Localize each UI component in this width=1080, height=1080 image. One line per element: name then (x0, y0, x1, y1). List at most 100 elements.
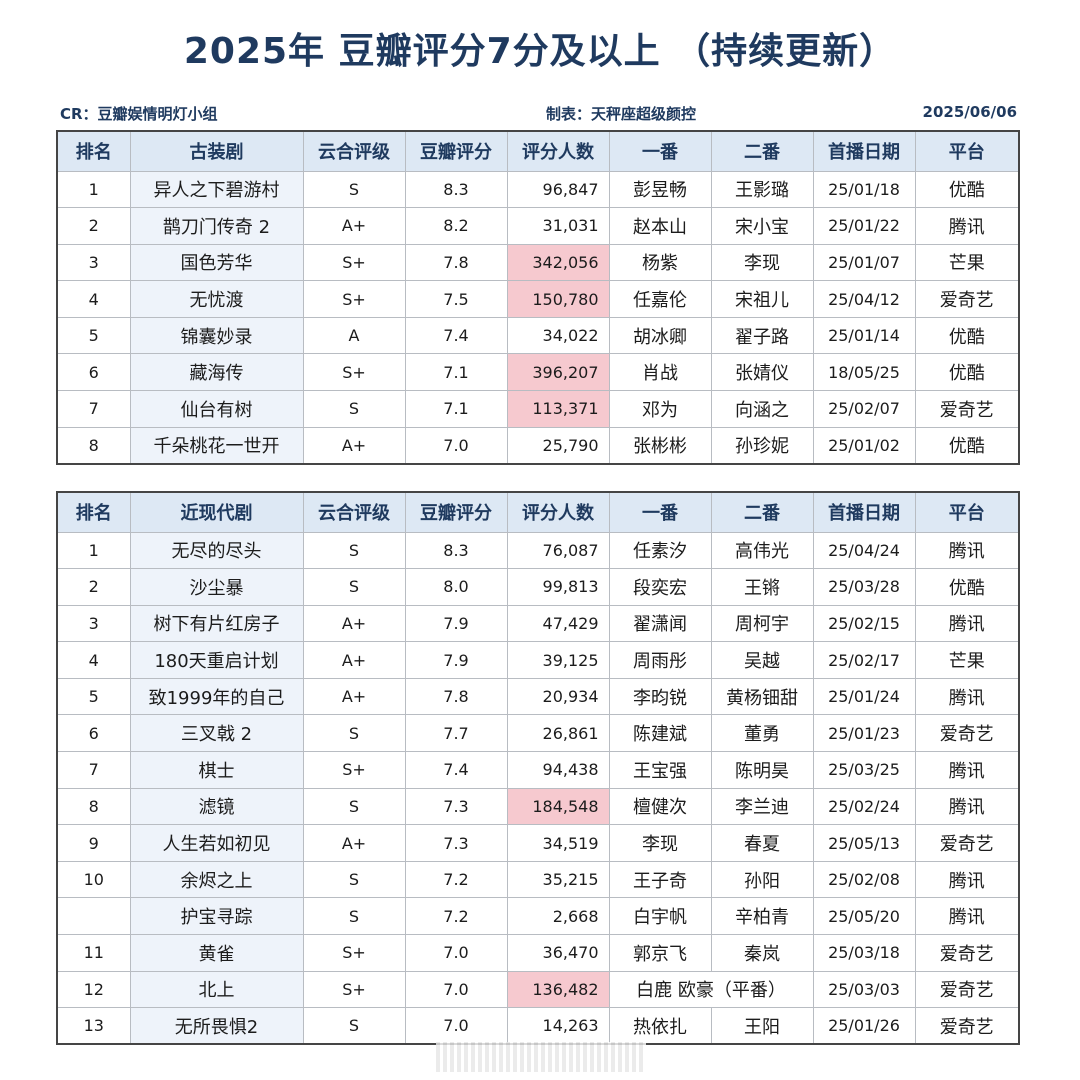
date-cell: 25/01/26 (812, 1007, 916, 1045)
title-cell: 滤镜 (129, 787, 304, 826)
grade-cell: S (302, 390, 406, 428)
title-cell: 树下有片红房子 (129, 604, 304, 643)
platform-cell: 优酷 (914, 426, 1020, 465)
platform-cell: 芒果 (914, 243, 1020, 282)
table-row: 11 黄雀 S+ 7.0 36,470 郭京飞 秦岚 25/03/18 爱奇艺 (56, 934, 1020, 972)
score-cell: 7.0 (404, 934, 508, 972)
rank-cell: 5 (56, 677, 131, 716)
column-header: 云合评级 (302, 130, 406, 172)
rank-cell: 10 (56, 860, 131, 899)
table-row: 3 国色芳华 S+ 7.8 342,056 杨紫 李现 25/01/07 芒果 (56, 243, 1020, 282)
rank-cell (56, 897, 131, 936)
platform-cell: 优酷 (914, 316, 1020, 355)
platform-cell: 爱奇艺 (914, 1007, 1020, 1045)
platform-cell: 芒果 (914, 641, 1020, 679)
platform-cell: 优酷 (914, 353, 1020, 392)
date-cell: 25/01/22 (812, 207, 916, 245)
table-row: 5 致1999年的自己 A+ 7.8 20,934 李昀锐 黄杨钿甜 25/01/24 腾讯 (56, 677, 1020, 716)
platform-cell: 腾讯 (914, 897, 1020, 936)
lead2-cell: 向涵之 (710, 390, 814, 428)
rank-cell: 2 (56, 207, 131, 245)
grade-cell: S+ (302, 751, 406, 789)
title-cell: 棋士 (129, 751, 304, 789)
score-cell: 7.1 (404, 390, 508, 428)
title-cell: 致1999年的自己 (129, 677, 304, 716)
table-row: 4 无忧渡 S+ 7.5 150,780 任嘉伦 宋祖儿 25/04/12 爱奇艺 (56, 280, 1020, 318)
platform-cell: 腾讯 (914, 751, 1020, 789)
count-cell: 26,861 (506, 714, 610, 753)
table-row: 1 无尽的尽头 S 8.3 76,087 任素汐 高伟光 25/04/24 腾讯 (56, 531, 1020, 570)
date-cell: 25/02/24 (812, 787, 916, 826)
lead2-cell: 翟子路 (710, 316, 814, 355)
table-row: 12 北上 S+ 7.0 136,482 白鹿 欧豪（平番） 25/03/03 爱奇艺 (56, 970, 1020, 1009)
rank-cell: 3 (56, 604, 131, 643)
lead1-cell: 胡冰卿 (608, 316, 712, 355)
score-cell: 7.1 (404, 353, 508, 392)
lead2-cell: 黄杨钿甜 (710, 677, 814, 716)
count-cell: 39,125 (506, 641, 610, 679)
table-row: 8 千朵桃花一世开 A+ 7.0 25,790 张彬彬 孙珍妮 25/01/02 优酷 (56, 426, 1020, 465)
table-row: 4 180天重启计划 A+ 7.9 39,125 周雨彤 吴越 25/02/17 芒果 (56, 641, 1020, 679)
count-cell: 184,548 (506, 787, 610, 826)
title-cell: 180天重启计划 (129, 641, 304, 679)
title-cell: 千朵桃花一世开 (129, 426, 304, 465)
count-cell: 99,813 (506, 568, 610, 606)
grade-cell: S+ (302, 353, 406, 392)
count-cell: 31,031 (506, 207, 610, 245)
rank-cell: 12 (56, 970, 131, 1009)
lead1-cell: 檀健次 (608, 787, 712, 826)
count-cell: 96,847 (506, 170, 610, 209)
lead2-cell: 王阳 (710, 1007, 814, 1045)
grade-cell: A+ (302, 207, 406, 245)
table-header-row: 排名 古装剧 云合评级 豆瓣评分 评分人数 一番 二番 首播日期 平台 (56, 130, 1020, 172)
title-cell: 沙尘暴 (129, 568, 304, 606)
lead1-cell: 陈建斌 (608, 714, 712, 753)
lead2-cell: 周柯宇 (710, 604, 814, 643)
lead2-cell: 孙珍妮 (710, 426, 814, 465)
column-header: 二番 (710, 491, 814, 533)
title-cell: 人生若如初见 (129, 824, 304, 862)
date-cell: 25/03/03 (812, 970, 916, 1009)
grade-cell: S (302, 860, 406, 899)
score-cell: 7.0 (404, 426, 508, 465)
lead1-cell: 赵本山 (608, 207, 712, 245)
lead1-cell: 段奕宏 (608, 568, 712, 606)
title-cell: 仙台有树 (129, 390, 304, 428)
column-header: 云合评级 (302, 491, 406, 533)
column-header: 平台 (914, 491, 1020, 533)
grade-cell: S (302, 1007, 406, 1045)
platform-cell: 爱奇艺 (914, 824, 1020, 862)
rank-cell: 4 (56, 641, 131, 679)
title-cell: 锦囊妙录 (129, 316, 304, 355)
date-cell: 25/01/14 (812, 316, 916, 355)
grade-cell: S (302, 787, 406, 826)
table-row: 7 棋士 S+ 7.4 94,438 王宝强 陈明昊 25/03/25 腾讯 (56, 751, 1020, 789)
costume-drama-table: 排名 古装剧 云合评级 豆瓣评分 评分人数 一番 二番 首播日期 平台 1 异人之下碧游村 S 8.3… (56, 130, 1020, 465)
grade-cell: S+ (302, 934, 406, 972)
platform-cell: 腾讯 (914, 531, 1020, 570)
rank-cell: 6 (56, 353, 131, 392)
column-header: 评分人数 (506, 491, 610, 533)
date-cell: 25/01/02 (812, 426, 916, 465)
count-cell: 14,263 (506, 1007, 610, 1045)
platform-cell: 优酷 (914, 568, 1020, 606)
lead2-cell: 辛柏青 (710, 897, 814, 936)
score-cell: 8.3 (404, 170, 508, 209)
count-cell: 2,668 (506, 897, 610, 936)
date-cell: 25/03/28 (812, 568, 916, 606)
rank-cell: 4 (56, 280, 131, 318)
title-cell: 三叉戟 2 (129, 714, 304, 753)
rank-cell: 8 (56, 787, 131, 826)
lead2-cell: 董勇 (710, 714, 814, 753)
grade-cell: A+ (302, 824, 406, 862)
column-header: 平台 (914, 130, 1020, 172)
lead1-cell: 肖战 (608, 353, 712, 392)
title-cell: 藏海传 (129, 353, 304, 392)
score-cell: 7.5 (404, 280, 508, 318)
score-cell: 7.4 (404, 316, 508, 355)
score-cell: 7.2 (404, 860, 508, 899)
date-cell: 25/05/20 (812, 897, 916, 936)
grade-cell: A+ (302, 677, 406, 716)
lead2-cell: 李现 (710, 243, 814, 282)
platform-cell: 腾讯 (914, 787, 1020, 826)
